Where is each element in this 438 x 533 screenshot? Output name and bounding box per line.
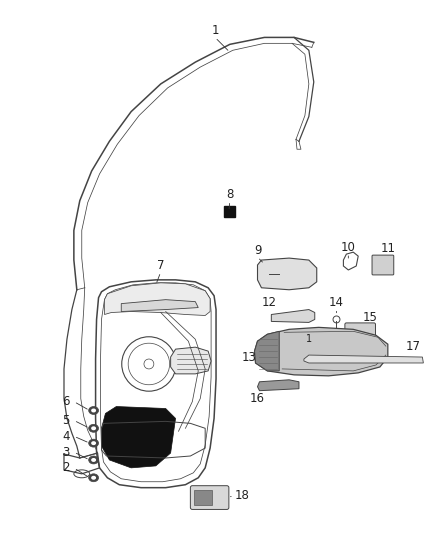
Ellipse shape [91, 441, 96, 445]
Text: 17: 17 [406, 340, 421, 353]
Text: 4: 4 [62, 430, 70, 443]
Text: 13: 13 [242, 351, 257, 364]
Text: 18: 18 [234, 489, 249, 502]
Ellipse shape [88, 424, 99, 432]
Polygon shape [105, 283, 210, 316]
FancyBboxPatch shape [191, 486, 229, 510]
Ellipse shape [88, 439, 99, 447]
Polygon shape [258, 380, 299, 391]
Polygon shape [258, 258, 317, 290]
Text: 1: 1 [211, 24, 219, 37]
Polygon shape [271, 310, 315, 322]
Polygon shape [171, 347, 211, 374]
Polygon shape [254, 332, 279, 371]
Polygon shape [254, 327, 388, 376]
Text: 12: 12 [262, 296, 277, 309]
Ellipse shape [91, 426, 96, 430]
Text: 6: 6 [62, 395, 70, 408]
Text: 11: 11 [380, 241, 396, 255]
Text: 16: 16 [250, 392, 265, 405]
Polygon shape [304, 355, 424, 363]
Text: 15: 15 [363, 311, 378, 324]
Text: 5: 5 [62, 414, 70, 427]
Text: 2: 2 [62, 462, 70, 474]
FancyBboxPatch shape [345, 323, 375, 340]
Polygon shape [121, 300, 198, 311]
Text: 3: 3 [62, 446, 70, 458]
Ellipse shape [88, 474, 99, 482]
Text: 10: 10 [341, 241, 356, 254]
Text: 7: 7 [157, 259, 165, 271]
Polygon shape [102, 407, 176, 468]
Text: 8: 8 [226, 188, 233, 201]
Ellipse shape [91, 458, 96, 462]
Text: 14: 14 [329, 296, 344, 309]
Bar [194, 490, 212, 505]
Ellipse shape [88, 407, 99, 415]
Ellipse shape [91, 408, 96, 413]
Ellipse shape [88, 456, 99, 464]
Text: 1: 1 [306, 334, 312, 344]
Ellipse shape [91, 476, 96, 480]
FancyBboxPatch shape [372, 255, 394, 275]
Text: 9: 9 [254, 244, 261, 257]
Bar [224, 206, 235, 216]
